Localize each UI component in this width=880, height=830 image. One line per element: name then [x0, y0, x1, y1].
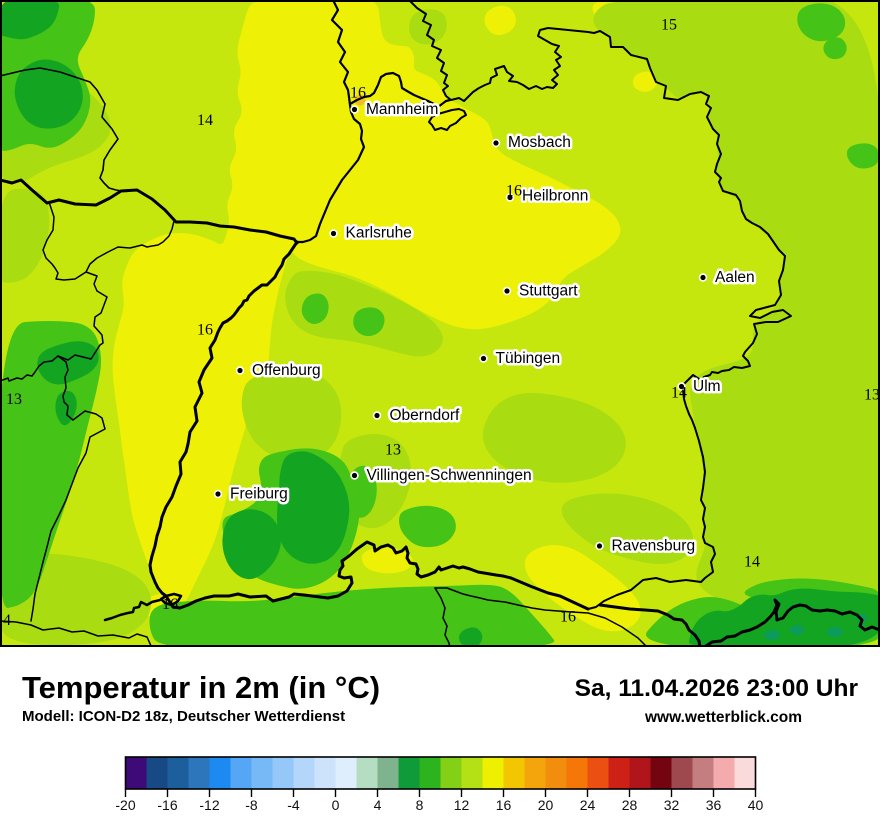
- svg-text:13: 13: [864, 387, 880, 404]
- svg-text:Villingen-Schwenningen: Villingen-Schwenningen: [367, 467, 532, 484]
- svg-text:16: 16: [560, 609, 576, 626]
- svg-text:Tübingen: Tübingen: [496, 350, 561, 367]
- svg-text:24: 24: [580, 797, 596, 813]
- svg-text:14: 14: [197, 112, 213, 129]
- svg-text:40: 40: [748, 797, 764, 813]
- svg-text:16: 16: [506, 183, 522, 200]
- svg-text:-12: -12: [199, 797, 219, 813]
- svg-text:Aalen: Aalen: [715, 269, 755, 286]
- svg-text:-20: -20: [115, 797, 135, 813]
- svg-text:4: 4: [374, 797, 382, 813]
- svg-text:Karlsruhe: Karlsruhe: [346, 225, 412, 242]
- svg-text:14: 14: [744, 554, 760, 571]
- svg-text:14: 14: [0, 612, 11, 629]
- svg-text:Oberndorf: Oberndorf: [390, 407, 460, 424]
- svg-text:13: 13: [385, 442, 401, 459]
- svg-text:16: 16: [197, 322, 213, 339]
- svg-text:Heilbronn: Heilbronn: [522, 188, 588, 205]
- svg-text:Ulm: Ulm: [693, 378, 721, 395]
- svg-text:0: 0: [332, 797, 340, 813]
- svg-text:12: 12: [454, 797, 470, 813]
- svg-text:14: 14: [671, 385, 687, 402]
- svg-text:Ravensburg: Ravensburg: [612, 538, 696, 555]
- svg-text:20: 20: [538, 797, 554, 813]
- svg-text:Stuttgart: Stuttgart: [519, 283, 578, 300]
- svg-text:36: 36: [706, 797, 722, 813]
- svg-text:Mannheim: Mannheim: [366, 101, 438, 118]
- svg-text:8: 8: [416, 797, 424, 813]
- svg-text:Mosbach: Mosbach: [508, 134, 571, 151]
- svg-text:32: 32: [664, 797, 680, 813]
- svg-text:15: 15: [661, 17, 677, 34]
- svg-text:-8: -8: [245, 797, 258, 813]
- svg-text:16: 16: [496, 797, 512, 813]
- svg-text:16: 16: [350, 85, 366, 102]
- svg-text:Offenburg: Offenburg: [252, 362, 321, 379]
- svg-text:Freiburg: Freiburg: [230, 486, 288, 503]
- svg-text:13: 13: [6, 391, 22, 408]
- svg-text:28: 28: [622, 797, 638, 813]
- svg-text:-4: -4: [287, 797, 300, 813]
- svg-text:16: 16: [162, 596, 178, 613]
- svg-text:-16: -16: [157, 797, 177, 813]
